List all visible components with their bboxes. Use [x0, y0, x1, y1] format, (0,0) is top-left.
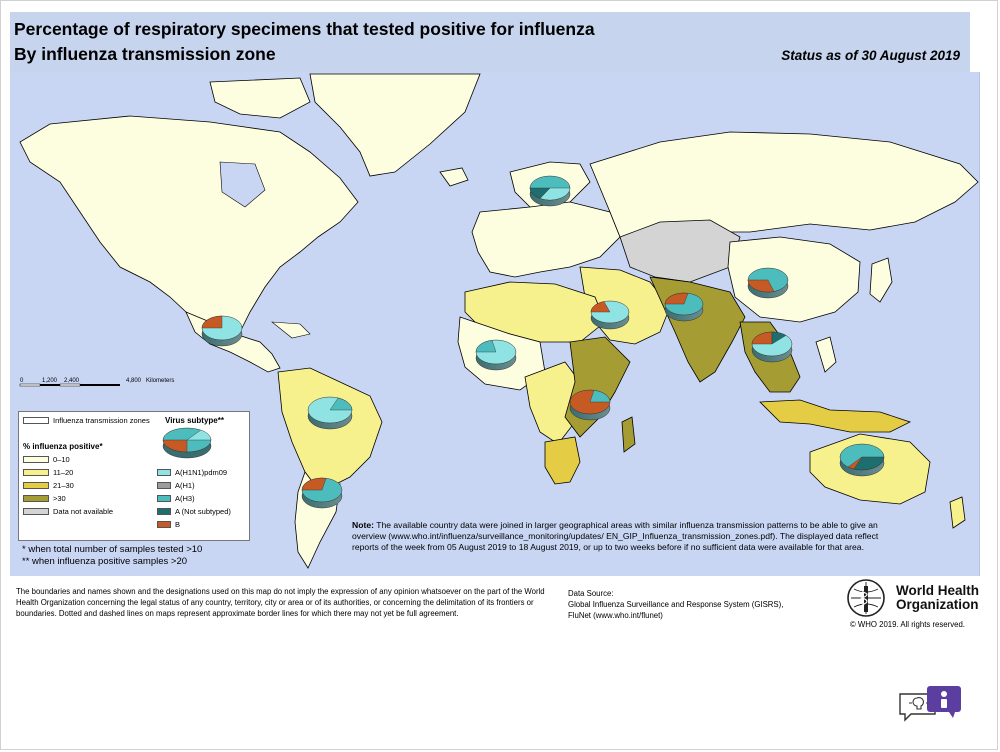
south-america-north	[277, 367, 383, 493]
legend-zones-label: Influenza transmission zones	[53, 416, 150, 425]
eastern-africa	[564, 336, 631, 438]
pie-south-asia	[664, 292, 704, 322]
subtype-label-4: B	[175, 520, 181, 529]
status-date: Status as of 30 August 2019	[781, 48, 960, 63]
who-name-line-2: Organization	[896, 597, 979, 612]
east-asia	[727, 236, 861, 323]
user-icon	[941, 691, 947, 708]
scale-bar	[19, 383, 120, 387]
legend-pie-icon	[162, 427, 212, 459]
subtype-swatch-2	[157, 495, 171, 502]
disclaimer: The boundaries and names shown and the d…	[16, 587, 545, 618]
japan	[869, 257, 893, 303]
pie-central-america	[201, 315, 243, 347]
scale-tick-2400: 2,400	[64, 378, 80, 384]
pie-south-east-asia	[751, 331, 793, 363]
footnote-positive-samples: ** when influenza positive samples >20	[22, 556, 188, 567]
subtype-swatch-3	[157, 508, 171, 515]
footnotes: * when total number of samples tested >1…	[22, 544, 202, 568]
madagascar	[621, 416, 636, 453]
note-text: The available country data were joined i…	[352, 520, 879, 552]
chat-widget-icon[interactable]	[897, 684, 969, 722]
scale-tick-4800: 4,800	[126, 378, 142, 384]
percent-swatch-1	[23, 469, 49, 476]
world-map	[19, 73, 979, 569]
data-source: Data Source: Global Influenza Surveillan…	[568, 588, 783, 621]
copyright: © WHO 2019. All rights reserved.	[850, 620, 965, 629]
southern-africa	[544, 436, 581, 485]
subtype-label-0: A(H1N1)pdm09	[175, 468, 228, 477]
percent-label-0: 0–10	[53, 455, 70, 464]
source-line-2: FluNet (www.who.int/flunet)	[568, 611, 663, 620]
north-america	[19, 115, 359, 345]
new-zealand	[949, 496, 966, 529]
pie-south-america-tropical	[307, 396, 353, 430]
scale-tick-1200: 1,200	[42, 378, 58, 384]
scale-tick-0: 0	[20, 378, 24, 384]
subtype-label-2: A(H3)	[175, 494, 195, 503]
percent-swatch-0	[23, 456, 49, 463]
footnote-samples-tested: * when total number of samples tested >1…	[22, 544, 203, 555]
subtype-swatch-1	[157, 482, 171, 489]
subtype-label-1: A(H1)	[175, 481, 195, 490]
map-note: Note: The available country data were jo…	[352, 520, 892, 553]
subtype-swatch-0	[157, 469, 171, 476]
source-line-1: Global Influenza Surveillance and Respon…	[568, 600, 784, 609]
caribbean	[271, 321, 311, 339]
pie-northern-europe	[529, 175, 571, 207]
percent-label-1: 11–20	[53, 468, 74, 477]
map-title: Percentage of respiratory specimens that…	[14, 19, 595, 39]
pie-western-asia	[590, 300, 630, 330]
who-name: World Health Organization	[896, 584, 979, 612]
legend: Influenza transmission zones Virus subty…	[18, 411, 250, 541]
source-label: Data Source:	[568, 589, 614, 598]
note-label: Note:	[352, 520, 374, 530]
who-name-line-1: World Health	[896, 583, 980, 598]
philippines	[815, 336, 837, 373]
pie-eastern-africa	[569, 389, 611, 421]
russia-north-asia	[589, 131, 979, 238]
middle-africa	[524, 361, 581, 445]
maritime-south-east-asia	[759, 399, 912, 433]
hudson-bay	[219, 161, 266, 208]
pie-china	[747, 267, 789, 299]
greenland	[309, 73, 481, 177]
map-subtitle: By influenza transmission zone	[14, 44, 276, 64]
subtype-label-3: A (Not subtyped)	[175, 507, 231, 516]
south-asia	[649, 276, 746, 383]
iceland	[439, 167, 469, 187]
title-banner: Percentage of respiratory specimens that…	[10, 12, 970, 72]
who-emblem-icon	[847, 579, 885, 617]
legend-virus-title: Virus subtype**	[165, 416, 224, 425]
percent-swatch-3	[23, 495, 49, 502]
scale-unit: Kilometers	[146, 378, 175, 384]
percent-label-3: >30	[53, 494, 66, 503]
percent-label-2: 21–30	[53, 481, 74, 490]
pie-oceania	[839, 443, 885, 477]
arctic-islands	[209, 77, 311, 119]
percent-swatch-4	[23, 508, 49, 515]
europe	[471, 201, 621, 278]
percent-swatch-2	[23, 482, 49, 489]
pie-western-africa	[475, 339, 517, 371]
subtype-swatch-4	[157, 521, 171, 528]
legend-percent-title: % influenza positive*	[23, 442, 103, 451]
zone-swatch	[23, 417, 49, 424]
pie-south-america-temperate	[301, 477, 343, 509]
percent-label-4: Data not available	[53, 507, 114, 516]
